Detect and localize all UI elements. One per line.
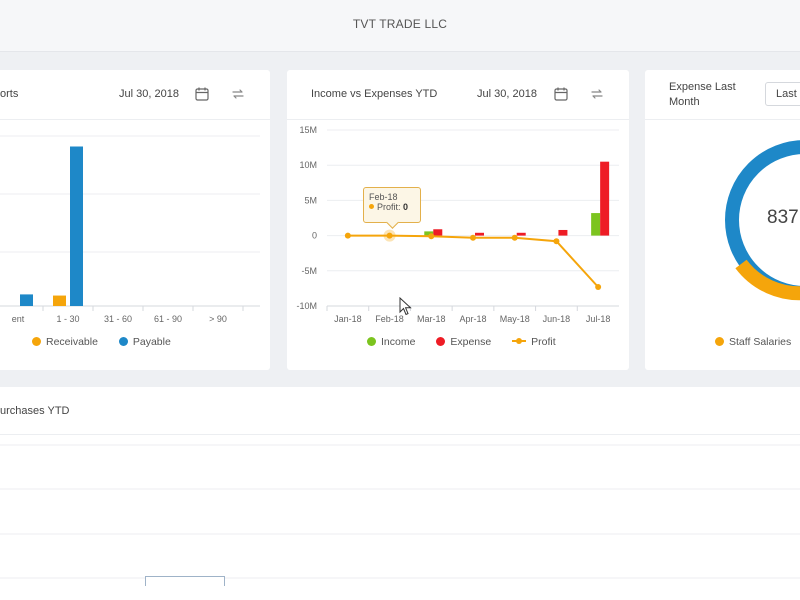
x-tick-label: 31 - 60 (104, 314, 132, 324)
y-tick-label: -5M (302, 266, 318, 276)
chart-legend: Staff Salaries (715, 336, 800, 348)
tooltip-fragment (145, 576, 225, 586)
bar-expense (475, 232, 484, 236)
bar-expense (600, 161, 610, 236)
bar-expense (558, 229, 568, 236)
profit-point (595, 283, 602, 290)
expense-donut-chart: 837 (725, 140, 800, 301)
y-tick-label: -10M (296, 301, 317, 311)
profit-point (553, 238, 560, 245)
bar-expense (516, 232, 526, 236)
x-tick-label: Mar-18 (417, 314, 446, 324)
legend-item-income[interactable]: Income (367, 336, 415, 348)
period-select[interactable]: Last (765, 82, 800, 106)
chart-legend: Receivable Payable (32, 336, 189, 348)
date-label: Jul 30, 2018 (119, 88, 179, 100)
date-label: Jul 30, 2018 (477, 88, 537, 100)
tooltip-label: Feb-18 (369, 192, 398, 202)
profit-point (386, 232, 393, 239)
x-tick-label: Apr-18 (459, 314, 486, 324)
bar-income (424, 231, 434, 236)
company-name: TVT TRADE LLC (352, 17, 448, 31)
x-tick-label: 1 - 30 (56, 314, 79, 324)
card-title: Income vs Expenses YTD (311, 88, 438, 100)
legend-dot (367, 337, 376, 346)
card-header: orts Jul 30, 2018 (0, 70, 270, 120)
profit-line (347, 234, 599, 288)
calendar-icon[interactable] (194, 86, 210, 102)
profit-point (344, 232, 351, 239)
purchases-ytd-card: urchases YTD (0, 387, 800, 600)
donut-ring-payable (725, 140, 800, 300)
legend-line-marker (512, 338, 527, 344)
calendar-icon[interactable] (553, 86, 569, 102)
y-tick-label: 10M (299, 160, 317, 170)
x-tick-label: May-18 (500, 314, 530, 324)
legend-item-staff-salaries[interactable]: Staff Salaries (715, 336, 791, 348)
tooltip-dot (369, 204, 374, 209)
legend-dot (32, 337, 41, 346)
legend-item-profit[interactable]: Profit (512, 336, 556, 348)
x-tick-label: Feb-18 (375, 314, 404, 324)
x-tick-label: > 90 (209, 314, 227, 324)
card-header: Expense Last Month Last (645, 70, 800, 120)
x-tick-label: 61 - 90 (154, 314, 182, 324)
legend-dot (436, 337, 446, 346)
tooltip-value-row: Profit: 0 (369, 202, 415, 212)
refresh-icon[interactable] (230, 86, 246, 102)
bar-income (591, 213, 601, 236)
expense-last-month-card: Expense Last Month Last 837 Staff Salari… (645, 70, 800, 370)
y-tick-label: 5M (304, 195, 317, 205)
profit-point (470, 234, 476, 241)
legend-dot (118, 337, 128, 346)
legend-item-payable[interactable]: Payable (118, 336, 171, 348)
x-tick-label: ent (12, 314, 25, 324)
card-title: urchases YTD (0, 405, 70, 417)
income-expense-chart: 15M 10M 5M 0 -5M -10M Jan-18 Feb-18 Mar-18 Apr-18… (296, 125, 619, 324)
x-tick-label: Jul-18 (586, 314, 611, 324)
bar-payable (20, 294, 33, 306)
donut-center-value: 837 (767, 207, 799, 228)
refresh-icon[interactable] (589, 86, 605, 102)
card-title: orts (0, 88, 19, 100)
profit-point (428, 233, 435, 240)
ageing-report-card: orts Jul 30, 2018 ent 1 - 30 31 - 60 61 - 9… (0, 70, 270, 370)
profit-point (511, 234, 518, 241)
mouse-cursor-icon (399, 297, 412, 316)
legend-item-expense[interactable]: Expense (436, 336, 491, 348)
income-vs-expenses-card: Income vs Expenses YTD Jul 30, 2018 15M 1… (287, 70, 629, 370)
card-title: Expense Last Month (669, 81, 736, 108)
y-tick-label: 15M (299, 125, 317, 135)
bar-payable (70, 146, 83, 306)
legend-item-receivable[interactable]: Receivable (32, 336, 98, 348)
bar-receivable (53, 295, 66, 306)
card-header: urchases YTD (0, 387, 800, 435)
purchases-chart (0, 444, 800, 579)
x-tick-label: Jun-18 (543, 314, 571, 324)
card-header: Income vs Expenses YTD Jul 30, 2018 (287, 70, 629, 120)
y-tick-label: 0 (312, 231, 317, 241)
chart-legend: Income Expense Profit (367, 336, 574, 348)
chart-tooltip: Feb-18 Profit: 0 (363, 187, 421, 223)
bar-expense (433, 229, 443, 236)
ageing-bar-chart: ent 1 - 30 31 - 60 61 - 90 > 90 (0, 135, 260, 324)
donut-segment-staff-salaries (735, 259, 800, 301)
legend-dot (715, 337, 724, 346)
x-tick-label: Jan-18 (334, 314, 362, 324)
top-bar: TVT TRADE LLC (0, 0, 800, 52)
